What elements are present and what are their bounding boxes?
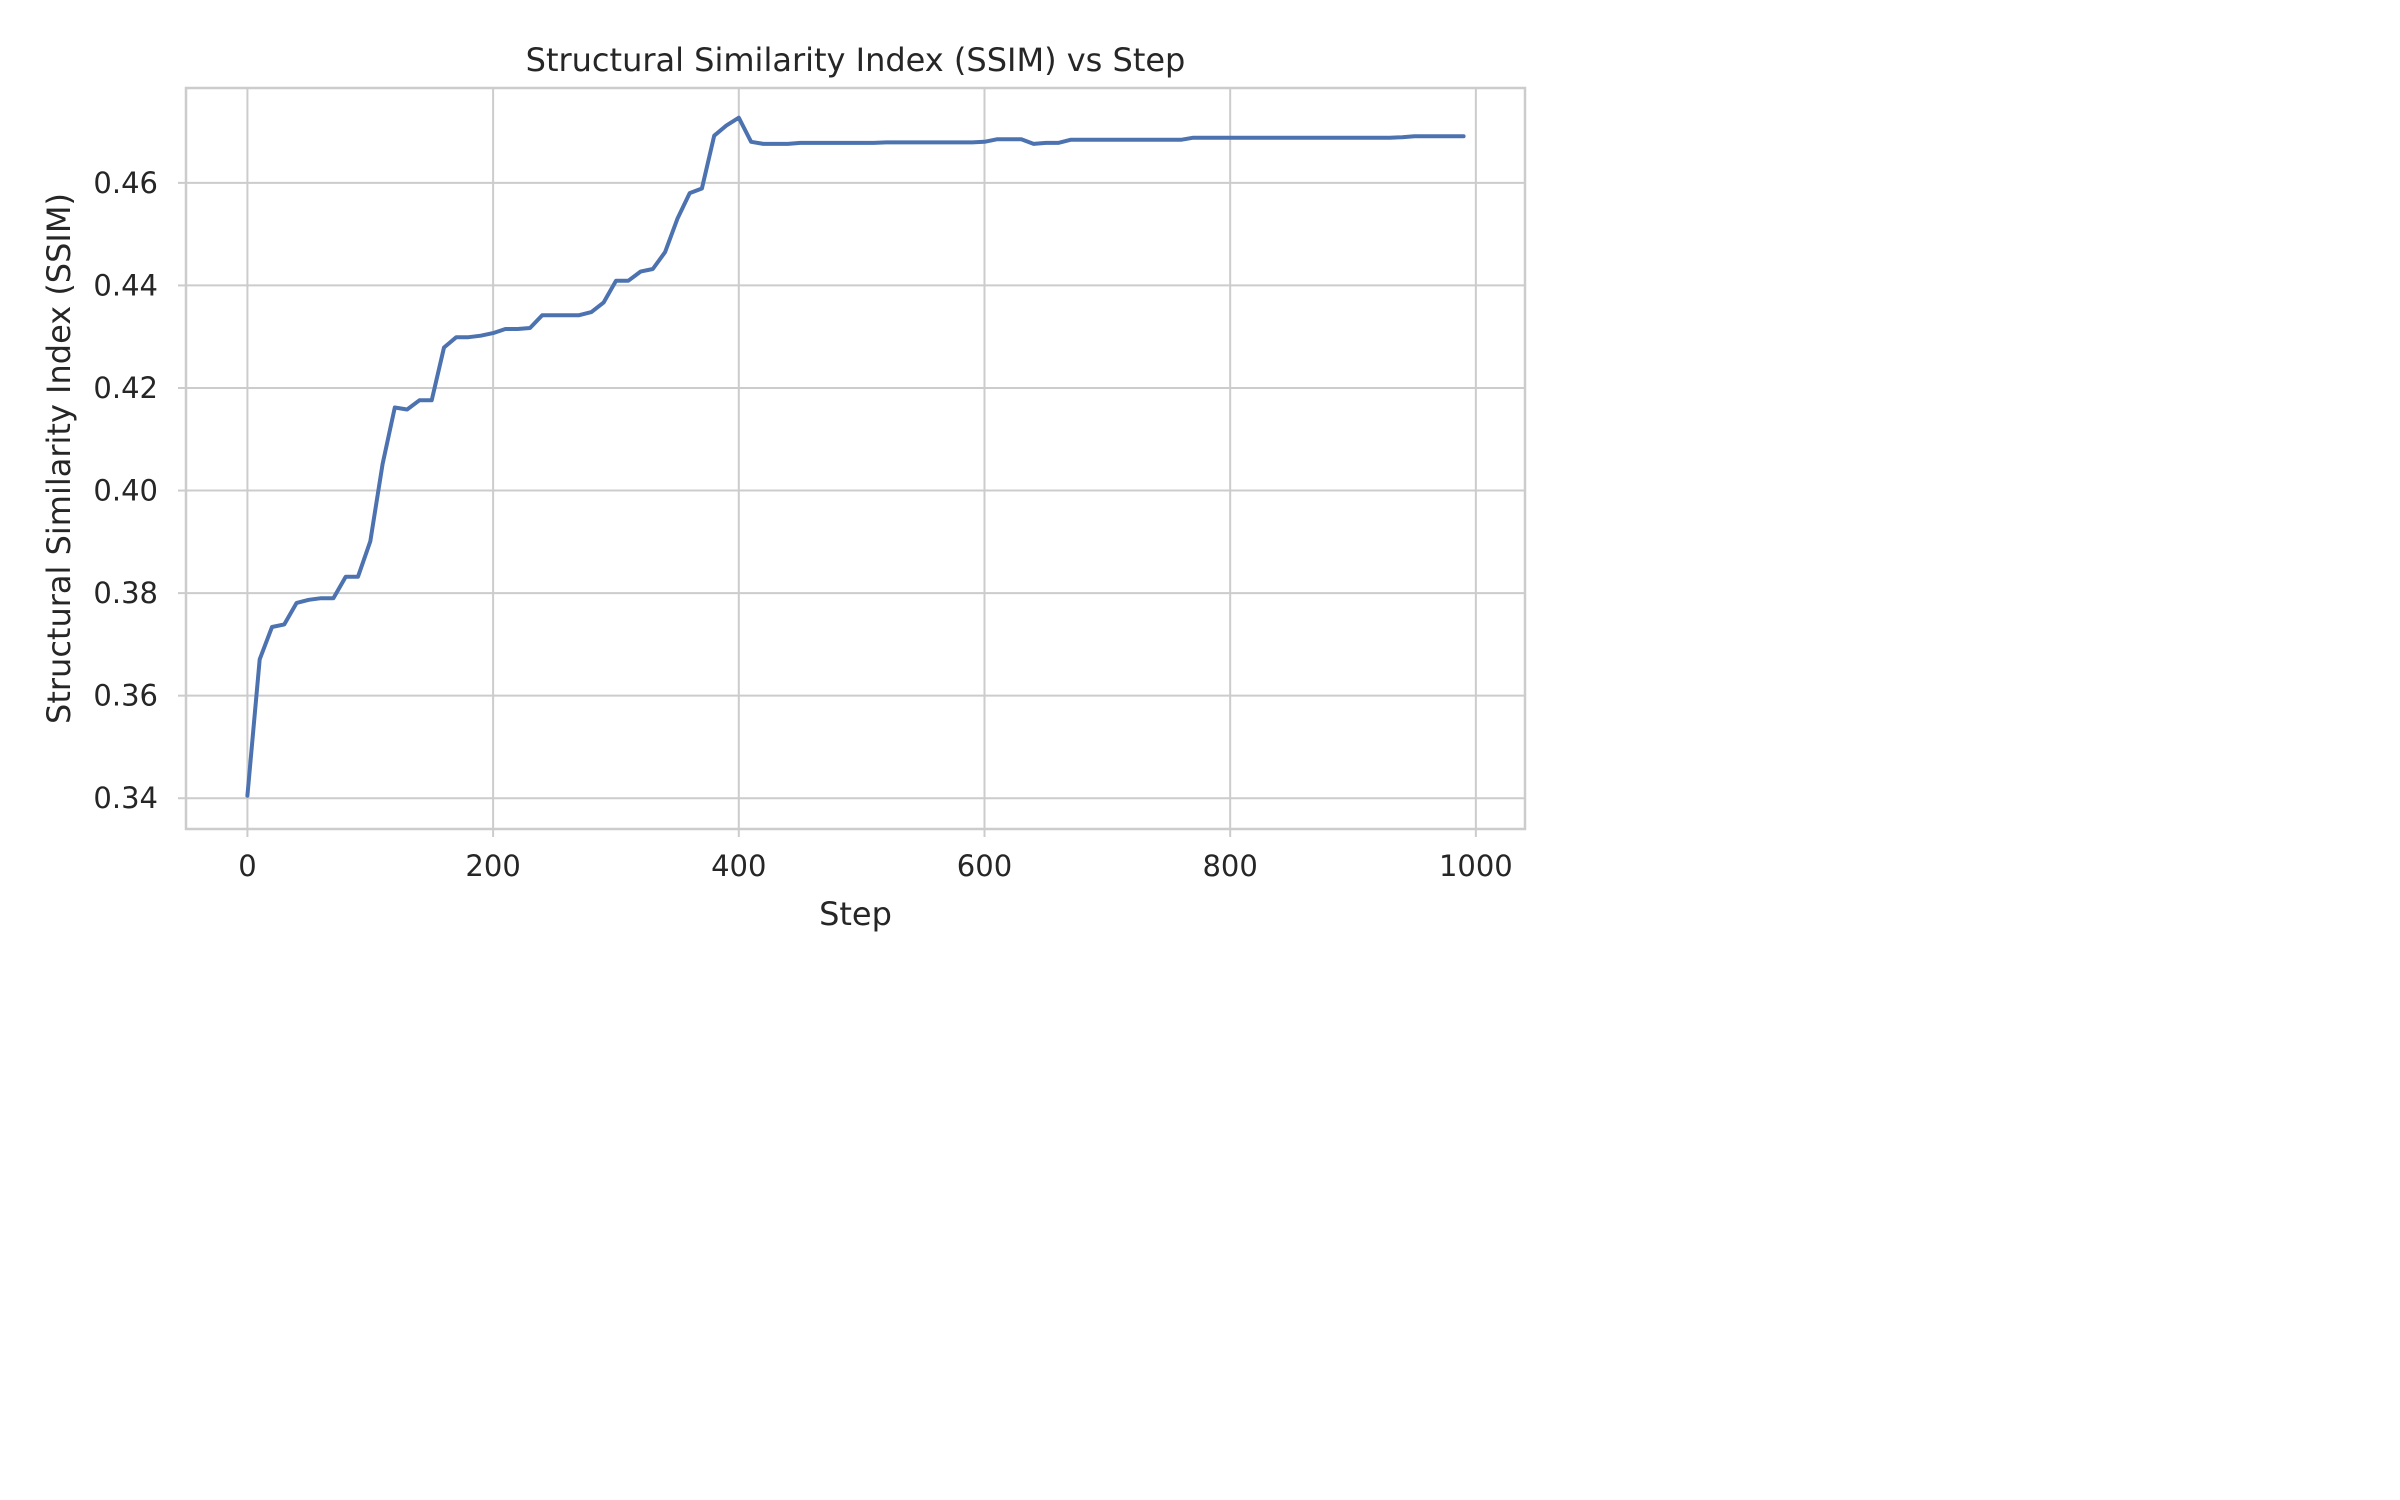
x-axis-label: Step — [819, 895, 892, 933]
chart: 0 200 400 600 800 1000 0.34 0.36 0.38 0.40 0.42 0.… — [0, 0, 1566, 969]
y-tick-label: 0.38 — [93, 576, 158, 610]
y-tick-label: 0.46 — [93, 166, 158, 200]
y-tick-label: 0.34 — [93, 781, 158, 815]
x-tick-label: 1000 — [1439, 849, 1513, 883]
y-tick-label: 0.44 — [93, 268, 158, 302]
x-tick-label: 0 — [238, 849, 256, 883]
y-axis-label: Structural Similarity Index (SSIM) — [40, 193, 78, 724]
plot-frame — [184, 86, 1527, 831]
y-tick-label: 0.36 — [93, 679, 158, 713]
y-tick-label: 0.42 — [93, 371, 158, 405]
x-tick-label: 600 — [957, 849, 1012, 883]
x-tick-label: 400 — [711, 849, 766, 883]
x-tick-label: 200 — [465, 849, 520, 883]
line-chart: 0 200 400 600 800 1000 0.340.360.380.400.420.… — [40, 41, 1527, 933]
x-axis-ticks: 0 200 400 600 800 1000 — [238, 829, 1513, 883]
y-axis-ticks: 0.34 0.36 0.38 0.40 0.42 0.44 0.46 — [93, 166, 186, 815]
y-tick-label: 0.40 — [93, 474, 158, 508]
series-layer — [245, 115, 1466, 798]
grid — [186, 88, 1525, 829]
chart-title: Structural Similarity Index (SSIM) vs St… — [526, 41, 1186, 79]
x-tick-label: 800 — [1202, 849, 1257, 883]
series-line — [245, 115, 1466, 798]
